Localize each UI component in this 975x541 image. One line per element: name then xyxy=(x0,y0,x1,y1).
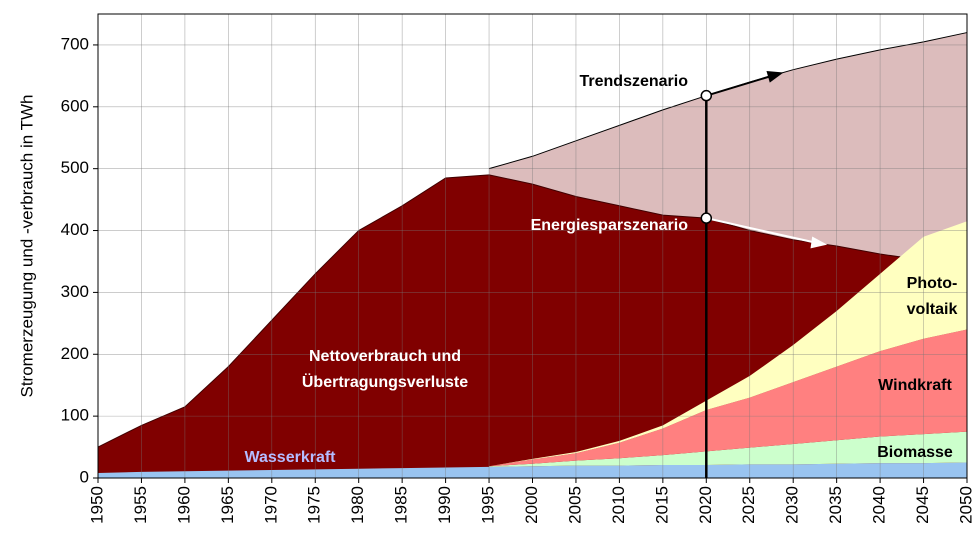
x-tick-label: 2000 xyxy=(522,486,541,524)
area-label: Windkraft xyxy=(878,377,952,394)
x-tick-label: 2040 xyxy=(870,486,889,524)
x-tick-label: 1960 xyxy=(174,486,193,524)
area-label: Photo- xyxy=(907,275,958,292)
area xyxy=(489,329,967,467)
y-tick-label: 700 xyxy=(61,34,89,53)
area-label: Übertragungsverluste xyxy=(302,372,468,391)
x-tick-label: 1995 xyxy=(479,486,498,524)
x-tick-label: 1975 xyxy=(305,486,324,524)
y-tick-label: 600 xyxy=(61,96,89,115)
x-tick-label: 2050 xyxy=(956,486,975,524)
y-tick-label: 100 xyxy=(61,406,89,425)
x-tick-label: 1980 xyxy=(348,486,367,524)
arrow-head xyxy=(810,236,828,249)
area-label: voltaik xyxy=(907,301,958,318)
annotation: Energiesparszenario xyxy=(531,217,689,234)
marker-point xyxy=(700,89,713,102)
area-label: Nettoverbrauch und xyxy=(309,348,461,365)
y-tick-label: 300 xyxy=(61,282,89,301)
x-tick-label: 2015 xyxy=(652,486,671,524)
y-tick-label: 400 xyxy=(61,220,89,239)
arrow-head xyxy=(766,71,784,83)
area-label: Wasserkraft xyxy=(244,449,336,466)
x-tick-label: 2025 xyxy=(739,486,758,524)
plot-frame xyxy=(97,13,968,479)
y-tick-label: 500 xyxy=(61,158,89,177)
arrow-shaft xyxy=(706,217,820,245)
x-tick-label: 1965 xyxy=(218,486,237,524)
area xyxy=(489,221,967,467)
y-tick-label: 200 xyxy=(61,344,89,363)
x-tick-label: 1970 xyxy=(261,486,280,524)
area xyxy=(489,431,967,467)
x-tick-label: 2045 xyxy=(913,486,932,524)
y-axis-label: Stromerzeugung und -verbrauch in TWh xyxy=(17,94,36,397)
x-tick-label: 2010 xyxy=(609,486,628,524)
x-tick-label: 1950 xyxy=(87,486,106,524)
x-tick-label: 1990 xyxy=(435,486,454,524)
x-tick-label: 2020 xyxy=(696,486,715,524)
x-tick-label: 1985 xyxy=(392,486,411,524)
x-tick-label: 2030 xyxy=(783,486,802,524)
arrow-shaft xyxy=(706,73,777,97)
area-label: Trendszenario xyxy=(580,73,689,90)
area-label: Biomasse xyxy=(877,444,953,461)
x-tick-label: 2035 xyxy=(826,486,845,524)
x-tick-label: 1955 xyxy=(131,486,150,524)
x-tick-label: 2005 xyxy=(565,486,584,524)
y-tick-label: 0 xyxy=(80,467,89,486)
marker-point xyxy=(700,212,713,224)
